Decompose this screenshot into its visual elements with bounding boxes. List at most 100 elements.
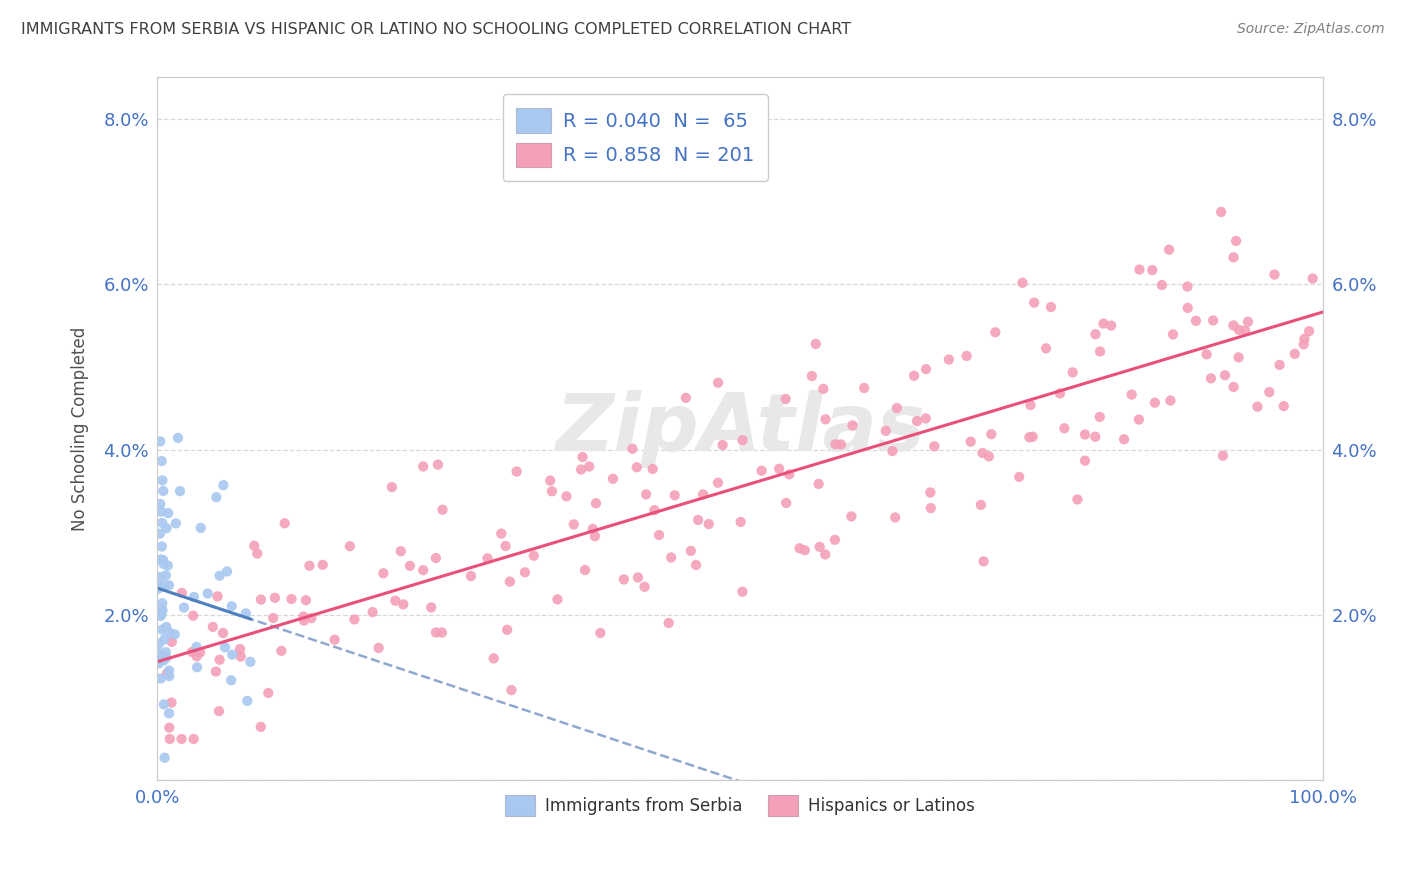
Point (367, 640, 389, 655)
Point (731, 433, 754, 447)
Point (221, 648, 243, 662)
Point (1150, 278, 1173, 293)
Point (824, 437, 846, 451)
Text: IMMIGRANTS FROM SERBIA VS HISPANIC OR LATINO NO SCHOOLING COMPLETED CORRELATION : IMMIGRANTS FROM SERBIA VS HISPANIC OR LA… (21, 22, 851, 37)
Point (814, 548, 837, 562)
Point (972, 446, 994, 460)
Point (1019, 398, 1042, 412)
Point (299, 611, 322, 625)
Point (789, 541, 811, 556)
Point (973, 554, 995, 568)
Point (1227, 323, 1250, 337)
Point (813, 382, 835, 396)
Point (186, 660, 208, 674)
Point (1284, 347, 1306, 361)
Point (183, 731, 205, 746)
Point (157, 578, 180, 592)
Point (250, 720, 273, 734)
Point (159, 625, 181, 640)
Point (886, 401, 908, 415)
Point (1292, 337, 1315, 351)
Point (970, 498, 993, 512)
Point (938, 352, 960, 367)
Point (153, 751, 176, 765)
Point (148, 646, 170, 660)
Point (875, 424, 897, 438)
Point (426, 458, 449, 472)
Point (627, 570, 650, 584)
Point (153, 632, 176, 647)
Point (711, 438, 734, 452)
Point (155, 568, 177, 582)
Point (208, 568, 231, 582)
Point (160, 635, 183, 649)
Point (707, 376, 730, 390)
Point (659, 550, 682, 565)
Point (219, 673, 242, 688)
Point (160, 696, 183, 710)
Point (513, 566, 536, 580)
Point (229, 649, 252, 664)
Point (270, 644, 292, 658)
Point (1199, 371, 1222, 385)
Point (1225, 234, 1247, 248)
Point (1268, 358, 1291, 372)
Point (541, 484, 564, 499)
Point (1128, 412, 1150, 426)
Point (149, 672, 172, 686)
Point (1011, 276, 1033, 290)
Point (636, 487, 658, 501)
Point (679, 544, 702, 558)
Point (460, 569, 482, 583)
Point (1222, 318, 1244, 333)
Point (165, 516, 187, 531)
Point (169, 484, 191, 499)
Point (152, 553, 174, 567)
Point (186, 649, 208, 664)
Point (1177, 301, 1199, 315)
Point (150, 505, 173, 519)
Point (1177, 279, 1199, 293)
Point (148, 580, 170, 594)
Point (538, 474, 561, 488)
Point (853, 381, 876, 395)
Point (339, 539, 361, 553)
Point (150, 603, 173, 617)
Point (1066, 492, 1088, 507)
Point (246, 547, 269, 561)
Point (574, 563, 596, 577)
Point (731, 584, 754, 599)
Point (643, 503, 665, 517)
Point (229, 642, 252, 657)
Point (775, 496, 797, 510)
Point (1008, 470, 1031, 484)
Point (420, 600, 443, 615)
Point (984, 325, 1007, 339)
Point (153, 698, 176, 712)
Point (155, 620, 177, 634)
Point (1272, 399, 1295, 413)
Point (626, 460, 648, 475)
Point (149, 526, 172, 541)
Point (1018, 430, 1040, 444)
Point (280, 592, 302, 607)
Point (150, 596, 173, 610)
Point (243, 539, 266, 553)
Point (830, 437, 852, 451)
Point (181, 645, 204, 659)
Point (149, 608, 172, 623)
Point (432, 502, 454, 516)
Point (1024, 295, 1046, 310)
Point (186, 640, 208, 654)
Point (569, 462, 592, 476)
Point (562, 517, 585, 532)
Point (1213, 368, 1236, 383)
Point (425, 625, 447, 640)
Point (1088, 409, 1111, 424)
Point (800, 369, 823, 384)
Point (920, 485, 942, 500)
Point (482, 651, 505, 665)
Point (1237, 315, 1260, 329)
Point (775, 392, 797, 406)
Point (155, 645, 177, 659)
